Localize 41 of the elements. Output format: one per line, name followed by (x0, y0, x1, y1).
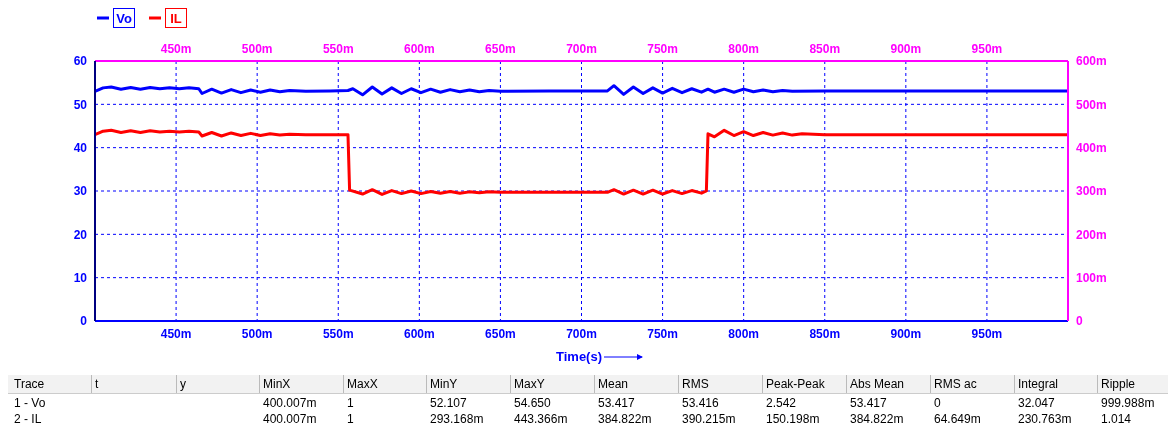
y2-tick-label: 600m (1076, 54, 1107, 69)
y2-tick-label: 400m (1076, 140, 1107, 155)
x2-tick-label: 550m (322, 326, 354, 341)
y-tick-label: 20 (73, 227, 88, 242)
x-tick-label: 500m (241, 42, 273, 56)
x-tick-label: 700m (566, 42, 597, 56)
x2-tick-label: 850m (809, 326, 841, 341)
y2-tick-label: 100m (1076, 270, 1107, 285)
y2-tick-label: 500m (1076, 97, 1107, 112)
legend-label: IL (170, 11, 182, 26)
y2-tick-label: 200m (1076, 227, 1107, 242)
y2-tick-label: 0 (1076, 314, 1083, 329)
x2-tick-label: 950m (971, 326, 1003, 341)
x-tick-label: 750m (647, 42, 678, 56)
y-tick-label: 50 (73, 97, 88, 112)
legend-label: Vo (116, 11, 132, 26)
x-tick-label: 800m (728, 42, 760, 56)
x-tick-label: 450m (160, 42, 192, 56)
x2-tick-label: 650m (485, 326, 516, 341)
x-axis-title: Time(s) (556, 349, 602, 364)
x2-tick-label: 700m (566, 326, 597, 341)
x2-tick-label: 750m (647, 326, 678, 341)
y-tick-label: 60 (73, 54, 88, 69)
line-series (95, 128, 1068, 196)
y-tick-label: 40 (73, 140, 88, 155)
y2-tick-label: 300m (1076, 184, 1107, 199)
x-tick-label: 650m (485, 42, 516, 56)
y-tick-label: 10 (73, 270, 88, 285)
x-tick-label: 550m (322, 42, 354, 56)
x2-tick-label: 600m (403, 326, 435, 341)
x2-tick-label: 900m (890, 326, 922, 341)
y-tick-label: 0 (80, 314, 88, 329)
x2-tick-label: 800m (728, 326, 760, 341)
x-tick-label: 900m (890, 42, 922, 56)
x-tick-label: 850m (809, 42, 841, 56)
x2-tick-label: 500m (241, 326, 273, 341)
x-tick-label: 600m (403, 42, 435, 56)
y-tick-label: 30 (73, 184, 88, 199)
x-tick-label: 950m (971, 42, 1003, 56)
statistics-table: Trace t y MinX MaxX MinY MaxY Mean RMS Peak-Peak Abs Mean RMS ac Integral Ripple 1 - Vo 400.007m 1 52.107 54.650 53.417 53.416 2.542 53.417 0 32.047 999.988m 2 - IL 400.007m 1 293.168m 443.366m 384.822m 390.215m 150.198m 384.822m 64.649m 230.763m 1.014 (8, 375, 1168, 425)
x2-tick-label: 450m (160, 326, 192, 341)
